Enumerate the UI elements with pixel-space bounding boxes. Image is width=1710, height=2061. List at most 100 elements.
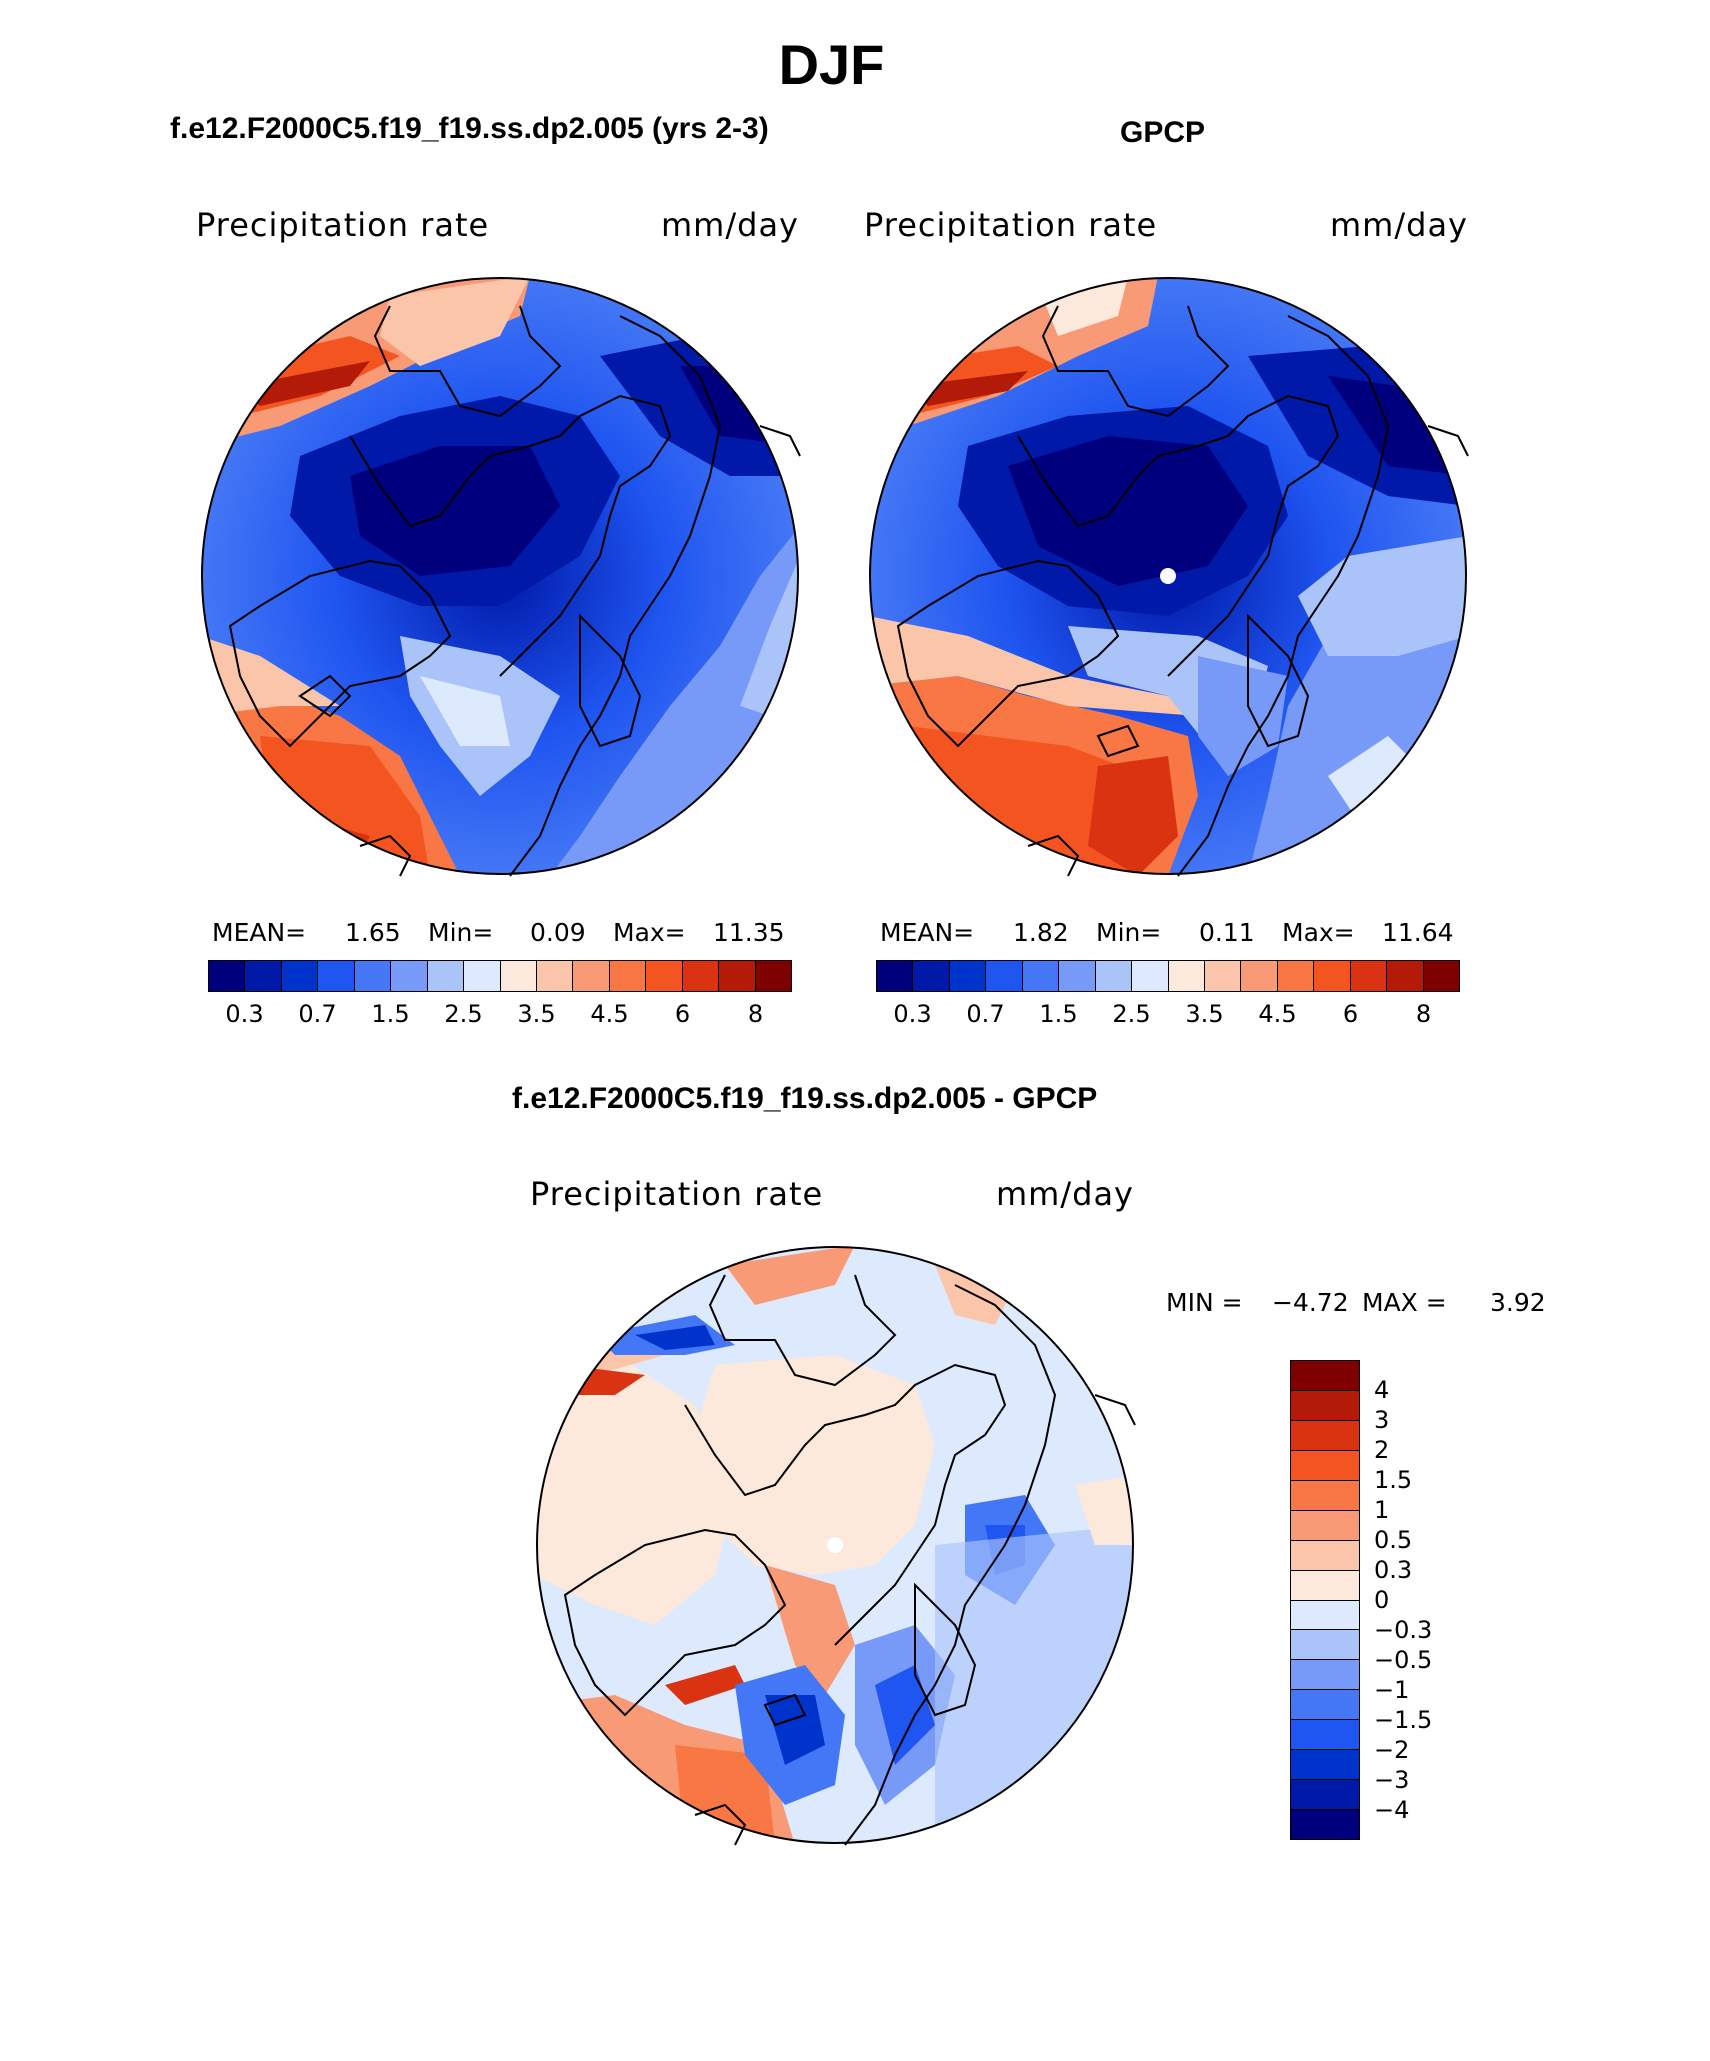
colorbar-swatch [1313,961,1350,991]
colorbar-tick-label: 3 [1374,1406,1390,1434]
colorbar-swatch [209,961,245,991]
obs-panel-title: GPCP [1120,116,1206,149]
diff-colorbar-labels: 4 3 2 1.5 1 0.5 0.3 0 −0.3 −0.5 −1 −1.5 −2 −3 −4 [1374,1360,1494,1840]
model-min-label: Min= [428,918,494,947]
colorbar-swatch [1291,1659,1359,1690]
obs-pole-marker [1160,568,1176,584]
model-max-value: 11.35 [713,918,785,947]
colorbar-tick-label: 0.3 [1374,1556,1413,1584]
diff-min-value: −4.72 [1272,1288,1349,1317]
model-units-label: mm/day [661,206,799,244]
colorbar-tick-label: 0.7 [966,1000,1005,1028]
colorbar-swatch [1240,961,1277,991]
colorbar-swatch [280,961,318,991]
colorbar-swatch [390,961,427,991]
diff-colorbar [1290,1360,1360,1840]
model-map-boundary [201,277,799,875]
model-colorbar-labels: 0.3 0.7 1.5 2.5 3.5 4.5 6 8 [208,1000,792,1030]
colorbar-tick-label: 6 [674,1000,691,1028]
colorbar-tick-label: 0 [1374,1586,1390,1614]
colorbar-swatch [754,961,791,991]
colorbar-tick-label: 1.5 [371,1000,410,1028]
obs-max-label: Max= [1282,918,1355,947]
figure-title: DJF [778,33,885,96]
colorbar-swatch [499,961,536,991]
colorbar-swatch [1291,1509,1359,1540]
diff-coastlines [563,1274,1136,1846]
colorbar-tick-label: 4.5 [1258,1000,1297,1028]
obs-units-label: mm/day [1330,206,1468,244]
colorbar-swatch [535,961,573,991]
colorbar-swatch [681,961,719,991]
colorbar-tick-label: 6 [1342,1000,1359,1028]
colorbar-tick-label: 0.3 [225,1000,264,1028]
colorbar-tick-label: 0.5 [1374,1526,1413,1554]
diff-variable-label: Precipitation rate [530,1175,824,1213]
colorbar-swatch [1422,961,1459,991]
colorbar-tick-label: 8 [1415,1000,1432,1028]
obs-map-boundary [869,277,1467,875]
obs-colorbar [876,960,1460,992]
diff-polar-map [536,1246,1136,1846]
colorbar-swatch [877,961,913,991]
obs-coastlines [896,305,1469,877]
colorbar-swatch [985,961,1022,991]
colorbar-swatch [1291,1719,1359,1750]
colorbar-swatch [1058,961,1095,991]
model-mean-value: 1.65 [345,918,401,947]
diff-units-label: mm/day [996,1175,1134,1213]
colorbar-swatch [912,961,949,991]
colorbar-swatch [645,961,682,991]
model-variable-label: Precipitation rate [196,206,490,244]
colorbar-swatch [1291,1629,1359,1660]
model-precip-field [202,278,798,874]
colorbar-tick-label: 1.5 [1374,1466,1413,1494]
colorbar-swatch [1167,961,1204,991]
model-panel-title: f.e12.F2000C5.f19_f19.ss.dp2.005 (yrs 2-… [170,112,769,145]
colorbar-tick-label: 1.5 [1039,1000,1078,1028]
obs-min-value: 0.11 [1199,918,1255,947]
colorbar-swatch [1386,961,1423,991]
diff-panel-title: f.e12.F2000C5.f19_f19.ss.dp2.005 - GPCP [512,1082,1098,1115]
colorbar-swatch [608,961,646,991]
colorbar-swatch [1291,1361,1359,1390]
colorbar-tick-label: −1 [1374,1676,1410,1704]
colorbar-swatch [463,961,500,991]
colorbar-tick-label: 0.3 [893,1000,932,1028]
colorbar-tick-label: 1 [1374,1496,1390,1524]
colorbar-tick-label: −3 [1374,1766,1410,1794]
colorbar-tick-label: −2 [1374,1736,1410,1764]
model-min-value: 0.09 [530,918,586,947]
colorbar-swatch [1131,961,1168,991]
obs-variable-label: Precipitation rate [864,206,1158,244]
colorbar-swatch [1276,961,1314,991]
colorbar-tick-label: −0.5 [1374,1646,1433,1674]
colorbar-tick-label: 2.5 [444,1000,483,1028]
obs-mean-value: 1.82 [1013,918,1069,947]
model-max-label: Max= [613,918,686,947]
colorbar-swatch [1291,1479,1359,1510]
obs-mean-label: MEAN= [880,918,975,947]
colorbar-swatch [426,961,464,991]
colorbar-tick-label: −1.5 [1374,1706,1433,1734]
colorbar-tick-label: 0.7 [298,1000,337,1028]
model-mean-label: MEAN= [212,918,307,947]
colorbar-swatch [1291,1449,1359,1480]
colorbar-swatch [1349,961,1387,991]
colorbar-swatch [1291,1599,1359,1630]
model-colorbar [208,960,792,992]
colorbar-swatch [1291,1539,1359,1570]
colorbar-swatch [353,961,391,991]
colorbar-swatch [1291,1419,1359,1450]
colorbar-swatch [718,961,755,991]
diff-map-boundary [536,1246,1134,1844]
colorbar-tick-label: 2 [1374,1436,1390,1464]
colorbar-tick-label: 3.5 [1185,1000,1224,1028]
obs-min-label: Min= [1096,918,1162,947]
diff-min-label: MIN = [1166,1288,1243,1317]
obs-max-value: 11.64 [1382,918,1454,947]
colorbar-swatch [1291,1809,1359,1839]
diff-max-label: MAX = [1362,1288,1447,1317]
colorbar-swatch [1291,1389,1359,1420]
colorbar-swatch [1291,1689,1359,1720]
